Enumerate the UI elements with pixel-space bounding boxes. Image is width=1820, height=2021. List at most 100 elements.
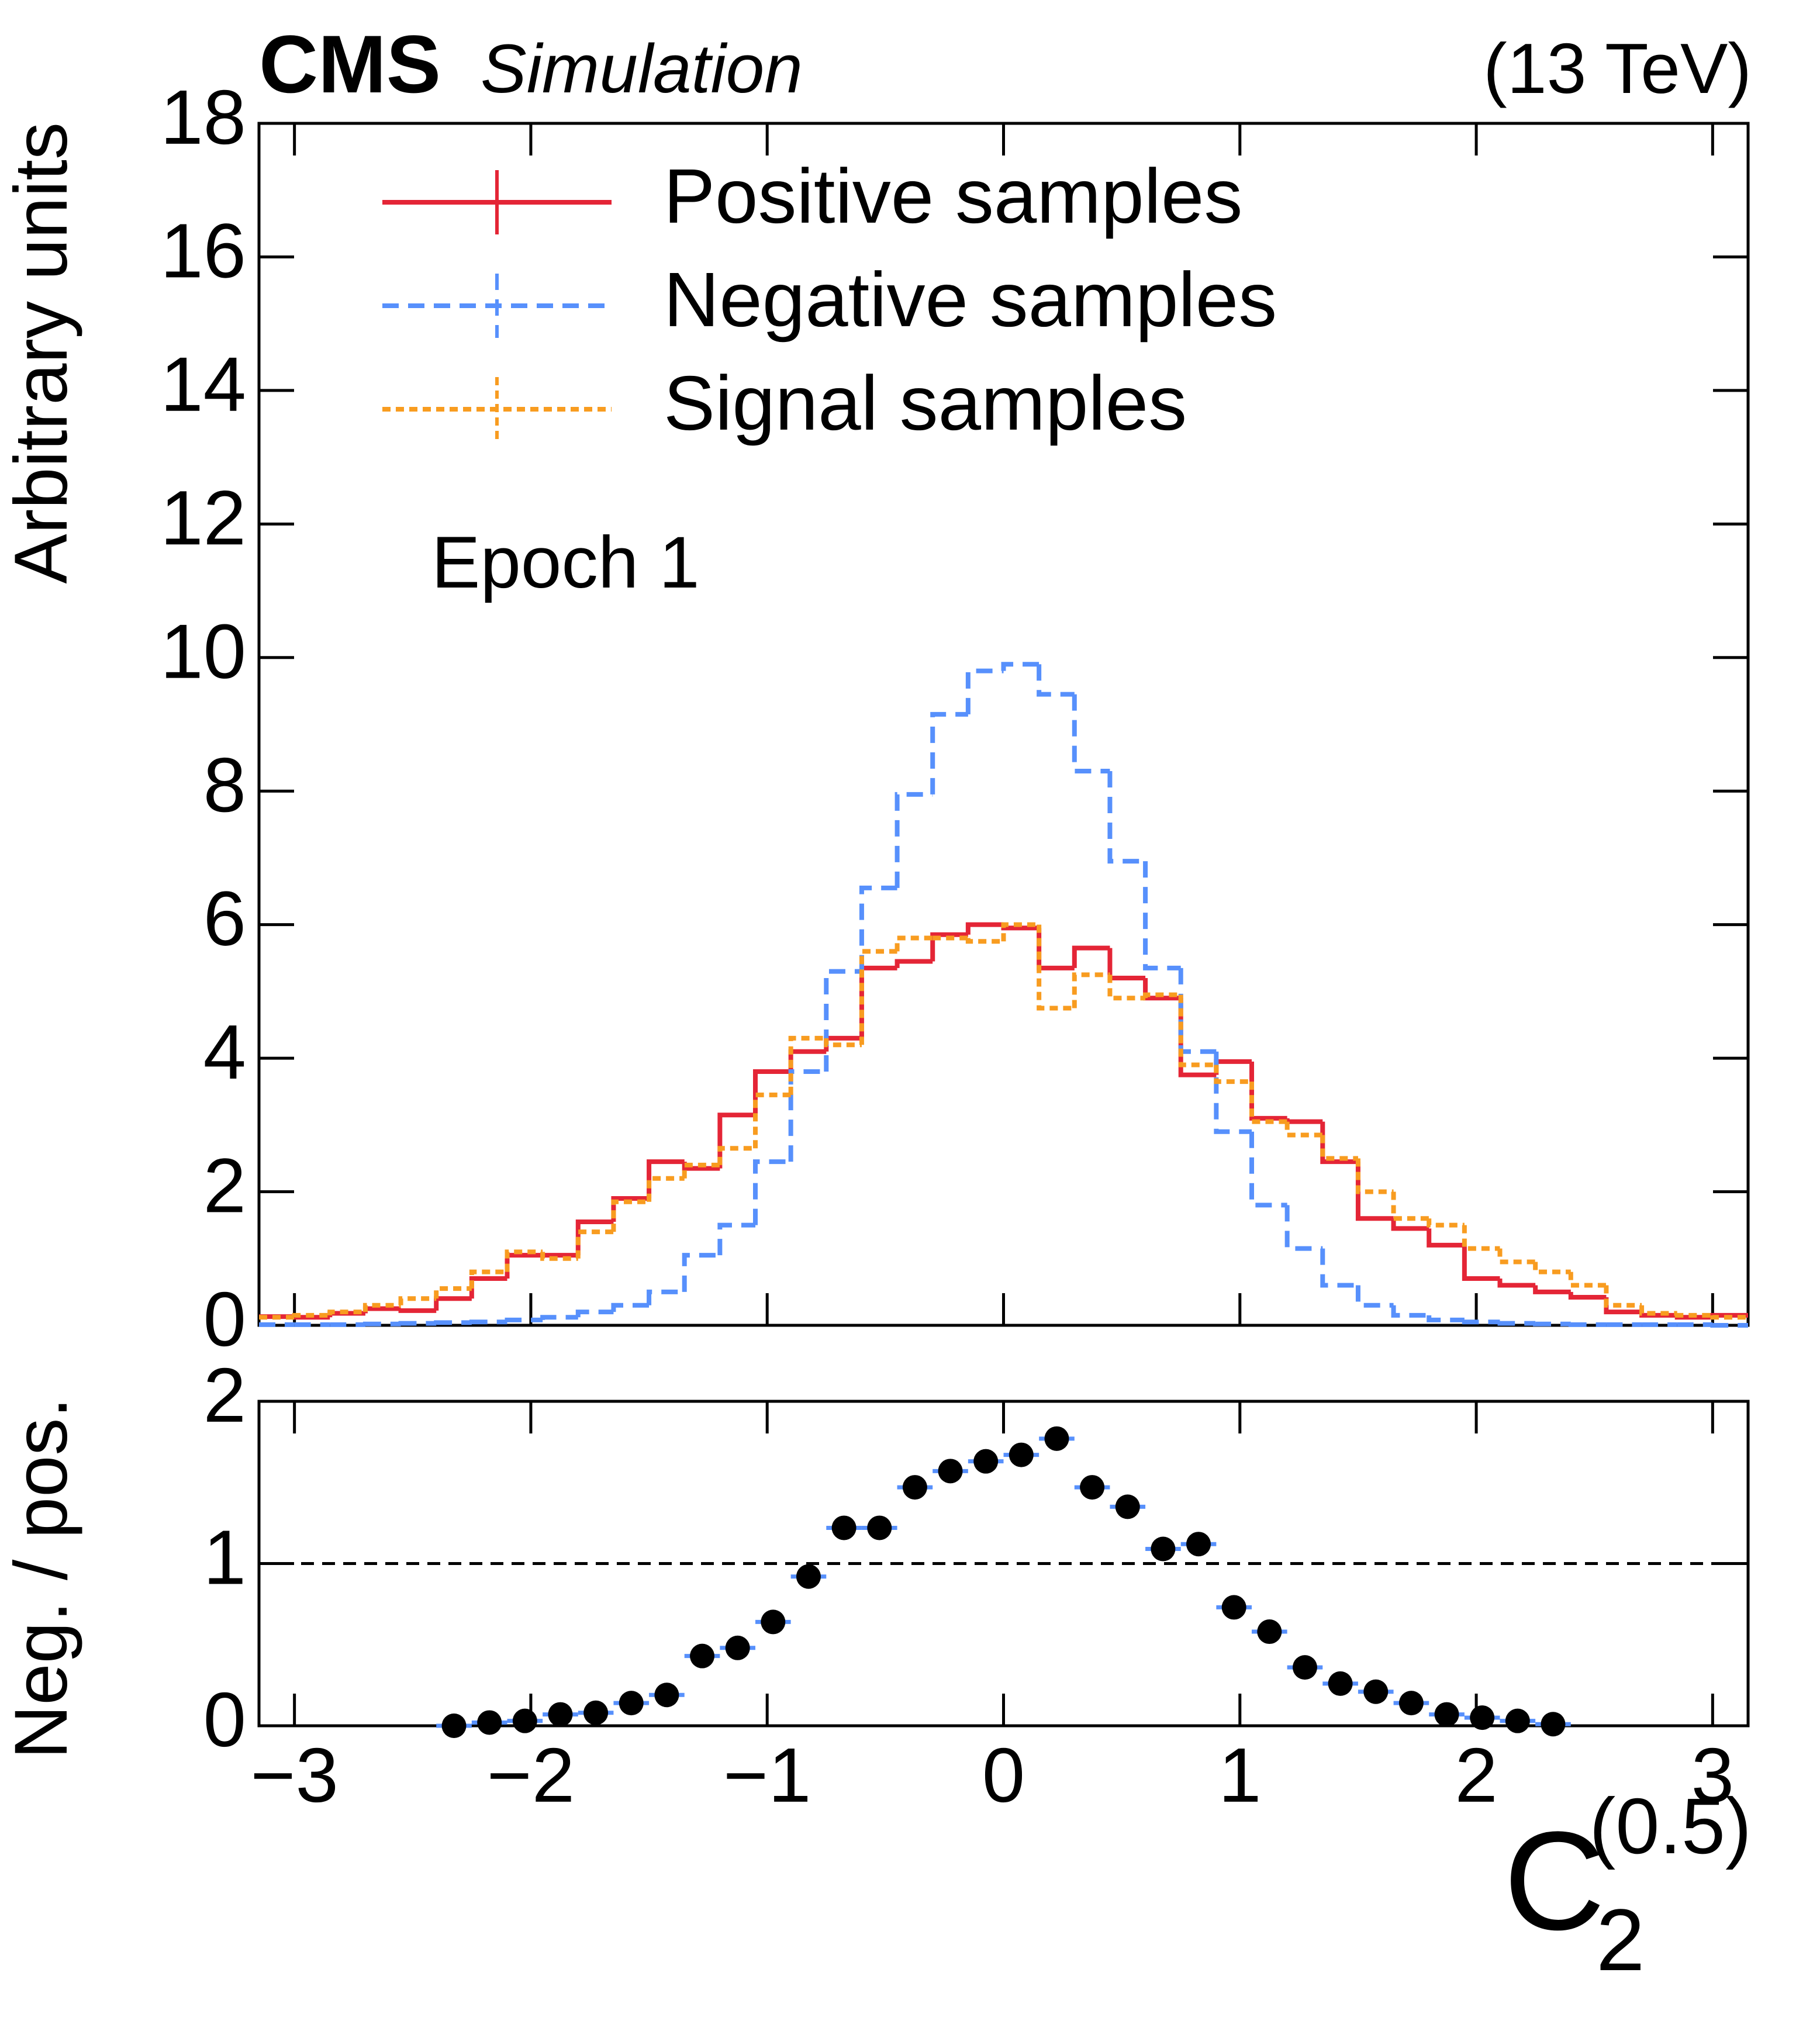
ratio-point xyxy=(938,1459,963,1484)
histogram-step xyxy=(1037,664,1075,697)
histogram-step xyxy=(1533,1262,1571,1274)
histogram-step xyxy=(682,1162,720,1179)
histogram-step xyxy=(1072,945,1110,968)
ratio-point xyxy=(1044,1426,1069,1451)
ratio-point xyxy=(1115,1494,1140,1519)
ratio-point xyxy=(1328,1671,1353,1696)
histogram-step xyxy=(1568,1291,1607,1300)
histogram-step xyxy=(895,935,933,952)
histogram-step xyxy=(1107,771,1146,864)
histogram-step xyxy=(1320,1248,1358,1288)
histogram-step xyxy=(1284,1205,1323,1251)
histogram-step xyxy=(434,1296,472,1311)
histogram-step xyxy=(505,1317,543,1322)
histogram-step xyxy=(1107,948,1146,981)
histogram-step xyxy=(753,1092,791,1149)
y-tick-label: 12 xyxy=(160,475,246,561)
histogram-step xyxy=(895,959,933,968)
histogram-step xyxy=(717,1146,755,1165)
histogram-step xyxy=(1355,1162,1394,1221)
legend-label: Negative samples xyxy=(664,257,1277,343)
histogram-step xyxy=(1178,994,1217,1067)
histogram-step xyxy=(1497,1248,1536,1265)
histogram-step xyxy=(505,1249,543,1272)
histogram-step xyxy=(1710,1315,1748,1320)
histogram-step xyxy=(362,1306,401,1314)
y-tick-label: 18 xyxy=(160,74,246,160)
histogram-step xyxy=(1143,992,1181,999)
histogram-step xyxy=(1320,1121,1358,1165)
histogram-step xyxy=(1214,1059,1252,1075)
histogram-step xyxy=(1639,1305,1677,1316)
histogram-step xyxy=(1072,972,1110,1008)
histogram-step xyxy=(824,1035,862,1052)
histogram-step xyxy=(930,711,968,794)
histogram-step xyxy=(1568,1322,1607,1327)
histogram-step xyxy=(1178,968,1217,1054)
x-axis-label-sub: 2 xyxy=(1596,1891,1645,1989)
ratio-point xyxy=(973,1449,999,1474)
ratio-point xyxy=(1257,1619,1282,1645)
histogram-step xyxy=(540,1252,578,1261)
ratio-point xyxy=(583,1700,609,1725)
y-tick-label: 4 xyxy=(203,1009,246,1095)
x-tick-label: 2 xyxy=(1455,1732,1497,1818)
histogram-step xyxy=(1355,1285,1394,1308)
histogram-step xyxy=(965,922,1004,935)
chart-subtitle: Simulation xyxy=(481,30,803,108)
histogram-step xyxy=(469,1269,507,1289)
chart-title: CMS xyxy=(259,18,441,110)
histogram-step xyxy=(1143,861,1181,970)
histogram-step xyxy=(434,1320,472,1325)
histogram-step xyxy=(1391,1191,1429,1221)
y-tick-label: 0 xyxy=(203,1677,246,1763)
histogram-step xyxy=(1533,1285,1571,1294)
histogram-step xyxy=(682,1162,720,1171)
ratio-point xyxy=(477,1710,502,1735)
histogram-step xyxy=(1639,1312,1677,1318)
histogram-step xyxy=(788,1069,827,1162)
histogram-step xyxy=(1497,1321,1536,1326)
ratio-point xyxy=(761,1609,786,1635)
histogram-step xyxy=(965,938,1004,944)
histogram-step xyxy=(1427,1228,1465,1248)
ratio-point xyxy=(1505,1708,1530,1733)
histogram-step xyxy=(1674,1312,1713,1318)
y-tick-label: 2 xyxy=(203,1352,246,1438)
annotation: Epoch 1 xyxy=(431,522,700,603)
y-tick-label: 8 xyxy=(203,742,246,828)
histogram-step xyxy=(1249,1061,1287,1121)
histogram-step xyxy=(895,792,933,888)
histogram-step xyxy=(540,1315,578,1320)
ratio-point xyxy=(1470,1705,1495,1730)
histogram-step xyxy=(1462,1225,1500,1251)
histogram-step xyxy=(647,1289,685,1305)
histogram-step xyxy=(362,1321,401,1326)
y-tick-label: 6 xyxy=(203,876,246,962)
histogram-step xyxy=(611,1199,650,1232)
histogram-step xyxy=(1391,1218,1429,1231)
histogram-step xyxy=(1001,922,1039,942)
histogram-step xyxy=(1284,1118,1323,1124)
ratio-point xyxy=(654,1683,679,1708)
histogram-step xyxy=(753,1159,791,1225)
ratio-point xyxy=(512,1708,537,1733)
ratio-point xyxy=(902,1475,927,1500)
histogram-step xyxy=(1604,1297,1642,1315)
ratio-point xyxy=(1541,1712,1566,1737)
ratio-point xyxy=(831,1515,857,1540)
histogram-step xyxy=(1355,1158,1394,1194)
legend-label: Positive samples xyxy=(664,153,1242,239)
histogram-step xyxy=(824,1038,862,1048)
histogram-step xyxy=(327,1310,365,1315)
y-tick-label: 0 xyxy=(203,1276,246,1362)
histogram-step xyxy=(1249,1131,1287,1208)
histogram-step xyxy=(1427,1315,1465,1322)
histogram-step xyxy=(1107,975,1146,1001)
histogram-step xyxy=(611,1303,650,1312)
energy-label: (13 TeV) xyxy=(1483,29,1752,108)
ratio-point xyxy=(619,1691,644,1716)
histogram-step xyxy=(398,1296,437,1305)
ratio-point xyxy=(1221,1595,1246,1620)
